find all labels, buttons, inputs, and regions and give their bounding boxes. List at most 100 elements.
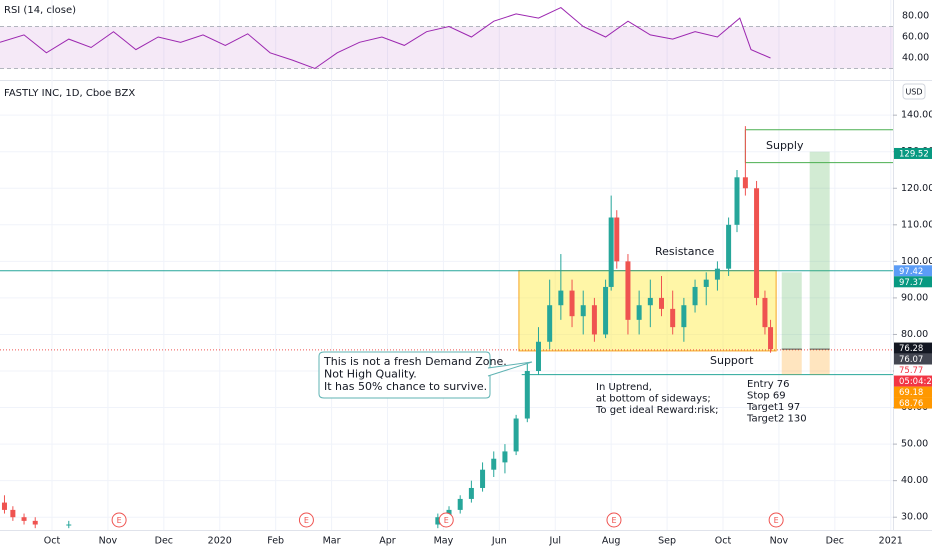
candle-body: [513, 418, 519, 452]
candle-body: [714, 268, 720, 280]
earnings-label: E: [774, 516, 779, 525]
plan-text: In Uptrend,: [596, 382, 652, 393]
earnings-label: E: [611, 516, 616, 525]
candle-body: [569, 290, 575, 317]
callout-text: Not High Quality.: [324, 368, 417, 381]
y-tick-label: 40.00: [901, 475, 928, 486]
y-tick-label: 140.00: [901, 110, 932, 121]
support-label: Support: [710, 354, 754, 367]
x-tick-label: Jun: [491, 536, 507, 547]
reward-box: [809, 151, 830, 350]
price-label: 05:04:21: [899, 377, 932, 387]
candle-body: [502, 451, 508, 463]
candle-body: [457, 498, 463, 510]
x-tick-label: Sep: [658, 536, 676, 547]
callout-box: [318, 351, 491, 399]
candle-body: [66, 524, 72, 526]
candle-body: [647, 297, 653, 306]
candle-body: [692, 286, 698, 306]
y-tick-label: 30.00: [901, 512, 928, 523]
price-label-box: [894, 397, 932, 409]
candle-body: [524, 371, 530, 419]
earnings-marker: [768, 512, 784, 528]
callout-text: This is not a fresh Demand Zone.: [323, 355, 507, 368]
rsi-title: RSI (14, close): [4, 5, 76, 16]
earnings-label: E: [444, 516, 449, 525]
earnings-label: E: [117, 516, 122, 525]
demand-zone: [518, 269, 777, 352]
candle-body: [636, 305, 642, 320]
price-label-box: [894, 147, 932, 159]
levels-text: Stop 69: [747, 391, 786, 402]
callout-text: It has 50% chance to survive.: [324, 380, 487, 393]
x-tick-label: Feb: [267, 536, 284, 547]
y-tick-label: 120.00: [901, 183, 932, 194]
candle-body: [10, 509, 16, 518]
x-tick-label: Mar: [323, 536, 341, 547]
candle-body: [614, 217, 620, 262]
x-tick-label: Nov: [770, 536, 789, 547]
price-label-box: [894, 375, 932, 387]
y-tick-label: 90.00: [901, 292, 928, 303]
earnings-marker: [606, 512, 622, 528]
candle-body: [603, 286, 609, 335]
price-label-box: [894, 364, 932, 376]
price-label: 97.42: [899, 267, 923, 277]
candle-body: [726, 224, 732, 269]
price-label-box: [894, 276, 932, 288]
price-label: 97.37: [899, 278, 923, 288]
levels-text: Target1 97: [746, 402, 800, 413]
x-tick-label: Jul: [549, 536, 561, 547]
plan-text: To get ideal Reward:risk;: [595, 405, 719, 416]
candle-body: [32, 520, 38, 525]
candle-body: [659, 297, 665, 309]
risk-box: [781, 349, 802, 375]
candle-body: [625, 261, 631, 320]
chart-title: FASTLY INC, 1D, Cboe BZX: [4, 88, 135, 99]
candle-body: [608, 217, 614, 287]
price-label: 76.07: [899, 355, 923, 365]
candle-body: [670, 308, 676, 328]
candle-body: [435, 517, 441, 525]
y-tick-label: 100.00: [901, 256, 932, 267]
x-tick-label: May: [434, 536, 454, 547]
candle-body: [468, 487, 474, 499]
x-tick-label: Dec: [155, 536, 173, 547]
candle-body: [547, 305, 553, 342]
x-tick-label: Dec: [826, 536, 844, 547]
resistance-label: Resistance: [655, 245, 715, 258]
price-label: 75.77: [899, 366, 923, 376]
drawings: [0, 129, 893, 376]
x-tick-label: Aug: [602, 536, 621, 547]
rsi-tick-label: 40.00: [902, 53, 929, 64]
candle-body: [21, 517, 27, 521]
y-tick-label: 50.00: [901, 439, 928, 450]
unit-label: USD: [905, 88, 922, 97]
price-label: 69.18: [899, 388, 923, 398]
price-label-box: [894, 386, 932, 398]
earnings-marker: [298, 512, 314, 528]
x-tick-label: 2021: [879, 536, 903, 547]
price-label: 76.28: [899, 344, 923, 354]
supply-label: Supply: [766, 139, 804, 152]
candle-body: [734, 177, 740, 225]
candle-body: [480, 469, 486, 488]
x-tick-label: Oct: [44, 536, 61, 547]
plan-text: at bottom of sideways;: [596, 394, 711, 405]
candle-body: [681, 305, 687, 328]
rsi-line: [0, 7, 771, 70]
candle-body: [1, 502, 7, 510]
y-tick-label: 80.00: [901, 329, 928, 340]
earnings-label: E: [304, 516, 309, 525]
price-label-box: [894, 353, 932, 365]
candle-body: [742, 177, 748, 189]
rsi-tick-label: 80.00: [902, 10, 929, 21]
earnings-marker: [111, 512, 127, 528]
risk-box: [809, 349, 830, 375]
rsi-pane: [0, 7, 893, 70]
candle-body: [580, 305, 586, 317]
candle-body: [754, 188, 760, 298]
rsi-band: [0, 26, 893, 69]
